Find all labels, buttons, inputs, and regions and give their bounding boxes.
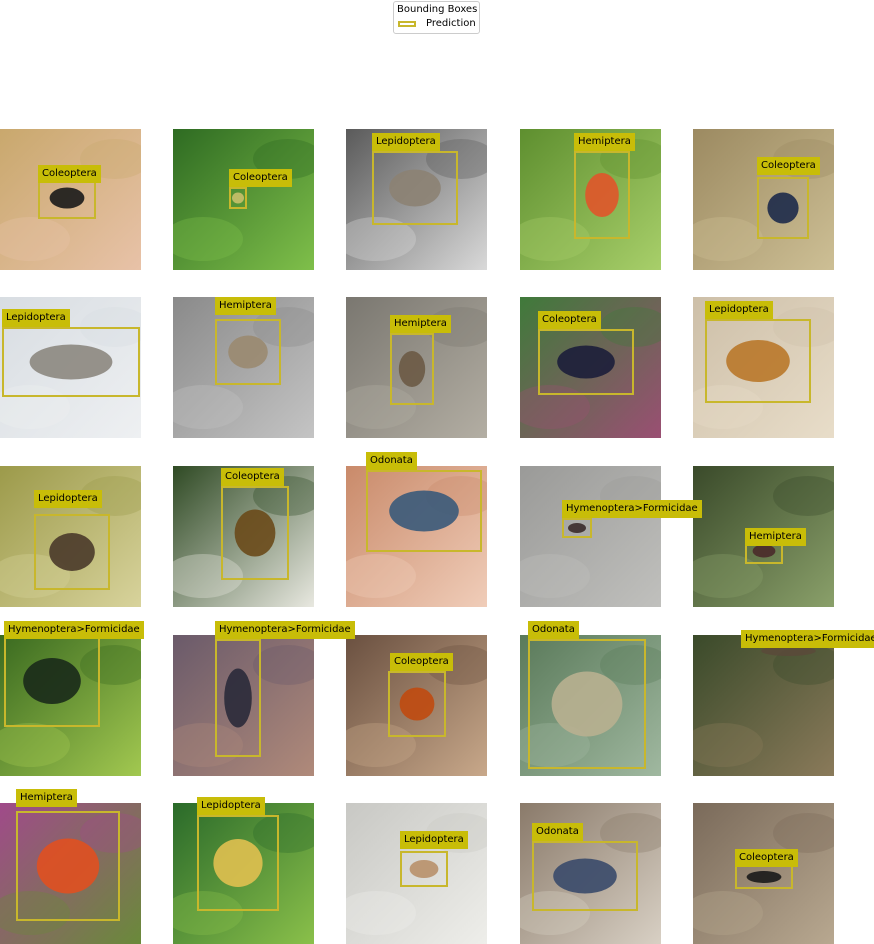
image-tile: Lepidoptera	[693, 297, 834, 438]
prediction-box	[532, 841, 638, 911]
prediction-box	[197, 815, 279, 911]
prediction-label: Coleoptera	[538, 311, 601, 329]
prediction-box	[16, 811, 120, 921]
prediction-box	[34, 514, 110, 590]
prediction-box	[215, 319, 281, 385]
insect-photo	[173, 803, 314, 944]
legend-title: Bounding Boxes	[397, 4, 478, 15]
prediction-box	[366, 470, 482, 552]
image-tile: Hemiptera	[346, 297, 487, 438]
prediction-box	[390, 333, 434, 405]
image-tile: Lepidoptera	[173, 797, 314, 944]
prediction-box	[574, 151, 630, 239]
image-tile: Odonata	[520, 803, 661, 944]
prediction-label: Odonata	[366, 452, 417, 470]
image-tile: Odonata	[520, 621, 661, 776]
prediction-label: Odonata	[528, 621, 579, 639]
image-tile: Hymenoptera>Formicidae	[520, 466, 702, 607]
image-tile: Coleoptera	[346, 635, 487, 776]
insect-photo	[693, 129, 834, 270]
prediction-label: Hymenoptera>Formicidae	[4, 621, 144, 639]
image-tile: Coleoptera	[0, 129, 141, 270]
prediction-box	[528, 639, 646, 769]
image-tile: Coleoptera	[693, 129, 834, 270]
prediction-box	[215, 639, 261, 757]
prediction-box	[38, 177, 96, 219]
insect-photo	[520, 635, 661, 776]
prediction-box	[538, 329, 634, 395]
image-tile: Hymenoptera>Formicidae	[693, 630, 874, 776]
insect-photo	[693, 803, 834, 944]
image-tile: Hemiptera	[693, 466, 834, 607]
prediction-label: Hymenoptera>Formicidae	[215, 621, 355, 639]
prediction-label: Lepidoptera	[705, 301, 773, 319]
image-tile: Coleoptera	[693, 803, 834, 944]
image-tile: Hymenoptera>Formicidae	[173, 621, 355, 776]
prediction-box	[372, 151, 458, 225]
insect-photo	[173, 635, 314, 776]
insect-photo	[346, 129, 487, 270]
image-tile: Hemiptera	[0, 789, 141, 944]
image-tile: Coleoptera	[173, 129, 314, 270]
image-tile: Lepidoptera	[0, 297, 141, 438]
image-tile: Lepidoptera	[346, 803, 487, 944]
insect-photo	[346, 466, 487, 607]
image-tile: Coleoptera	[173, 466, 314, 607]
prediction-box	[705, 319, 811, 403]
insect-photo	[520, 129, 661, 270]
prediction-label: Coleoptera	[221, 468, 284, 486]
image-tile: Hymenoptera>Formicidae	[0, 621, 144, 776]
prediction-box	[388, 671, 446, 737]
insect-photo	[0, 635, 141, 776]
image-tile: Lepidoptera	[0, 466, 141, 607]
legend-swatch-prediction	[398, 21, 416, 27]
prediction-label: Coleoptera	[735, 849, 798, 867]
prediction-box	[757, 177, 809, 239]
prediction-label: Lepidoptera	[372, 133, 440, 151]
insect-photo	[173, 466, 314, 607]
prediction-label: Coleoptera	[229, 169, 292, 187]
prediction-box	[562, 518, 592, 538]
prediction-box	[735, 865, 793, 889]
insect-photo	[693, 635, 834, 776]
prediction-box	[229, 187, 247, 209]
legend: Bounding Boxes Prediction	[393, 1, 480, 34]
prediction-label: Hymenoptera>Formicidae	[741, 630, 874, 648]
prediction-box	[4, 635, 100, 727]
prediction-label: Lepidoptera	[2, 309, 70, 327]
image-tile: Odonata	[346, 452, 487, 607]
insect-photo	[0, 129, 141, 270]
image-tile: Hemiptera	[520, 129, 661, 270]
prediction-label: Hymenoptera>Formicidae	[562, 500, 702, 518]
prediction-label: Coleoptera	[757, 157, 820, 175]
insect-photo	[173, 129, 314, 270]
prediction-box	[2, 327, 140, 397]
prediction-label: Lepidoptera	[34, 490, 102, 508]
image-tile: Coleoptera	[520, 297, 661, 438]
prediction-label: Lepidoptera	[400, 831, 468, 849]
prediction-label: Hemiptera	[390, 315, 451, 333]
prediction-label: Hemiptera	[574, 133, 635, 151]
legend-label-prediction: Prediction	[426, 18, 476, 29]
prediction-label: Coleoptera	[38, 165, 101, 183]
prediction-label: Lepidoptera	[197, 797, 265, 815]
prediction-label: Hemiptera	[16, 789, 77, 807]
prediction-label: Hemiptera	[215, 297, 276, 315]
prediction-box	[221, 486, 289, 580]
prediction-label: Odonata	[532, 823, 583, 841]
image-tile: Hemiptera	[173, 297, 314, 438]
image-tile: Lepidoptera	[346, 129, 487, 270]
prediction-box	[400, 851, 448, 887]
prediction-label: Coleoptera	[390, 653, 453, 671]
prediction-label: Hemiptera	[745, 528, 806, 546]
